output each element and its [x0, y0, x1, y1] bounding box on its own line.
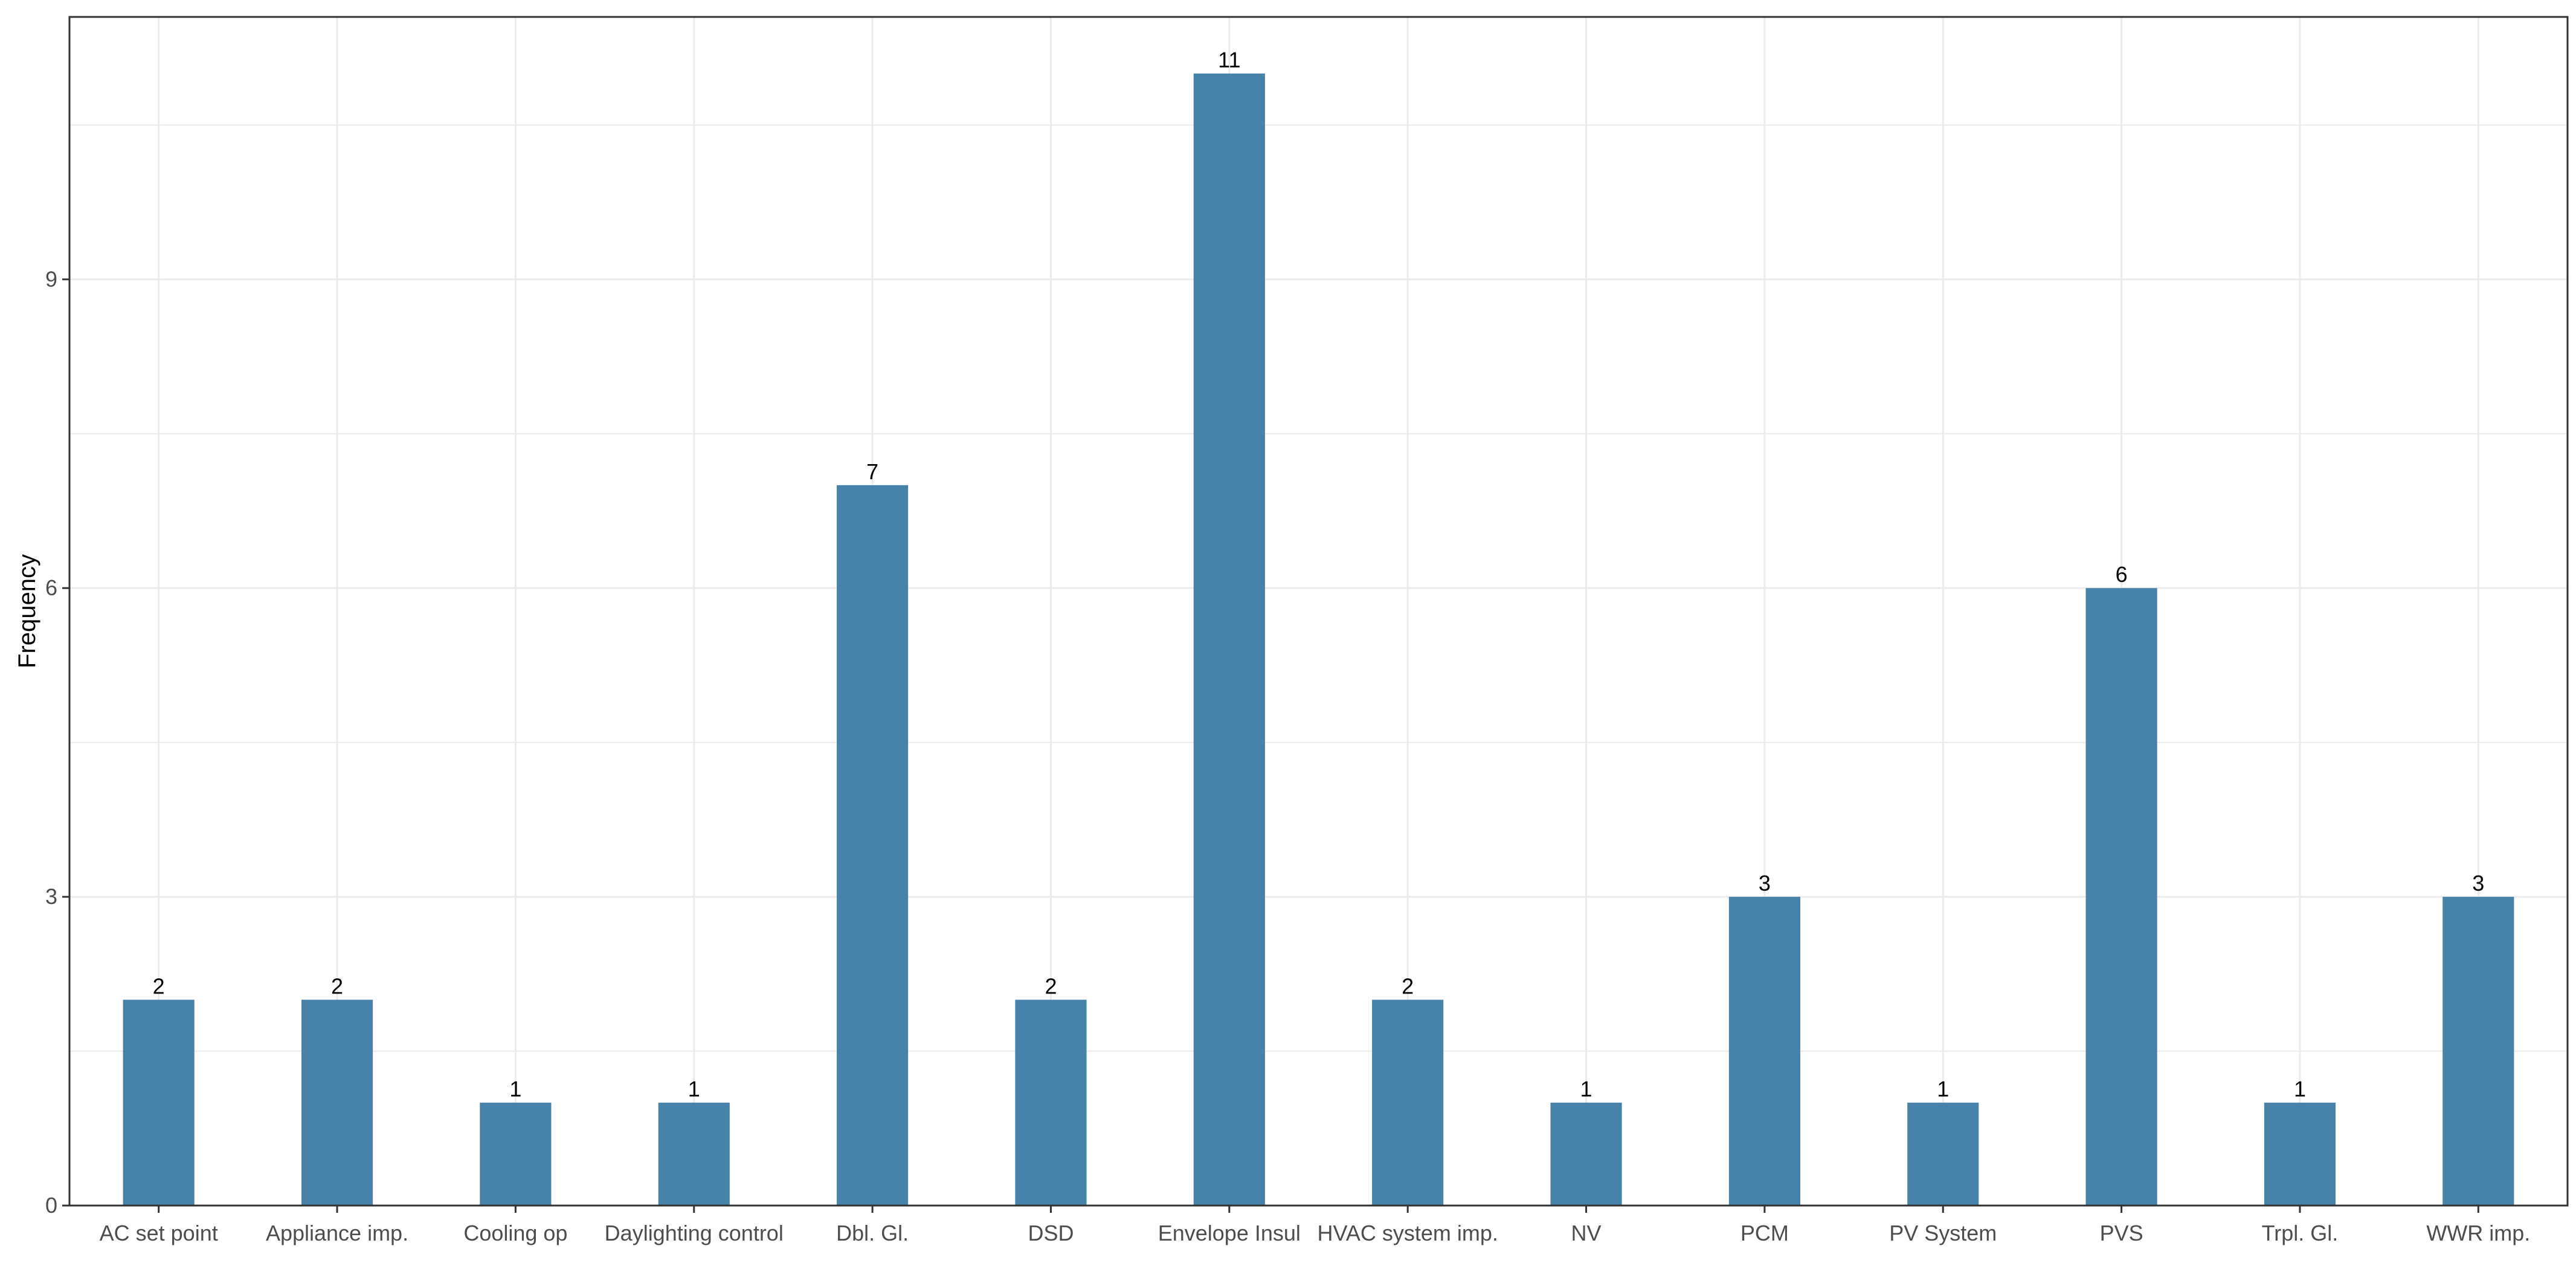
bar [1728, 897, 1800, 1206]
bar [1015, 999, 1087, 1206]
x-tick-label: WWR imp. [2426, 1221, 2530, 1245]
bar [837, 485, 909, 1206]
x-tick-label: Daylighting control [605, 1221, 784, 1245]
data-label: 2 [331, 974, 343, 998]
bar [301, 999, 373, 1206]
data-label: 1 [2294, 1077, 2306, 1102]
bar [658, 1102, 730, 1206]
data-label: 2 [1402, 974, 1414, 998]
data-label: 6 [2116, 562, 2128, 587]
data-label: 2 [153, 974, 165, 998]
x-tick-label: NV [1571, 1221, 1602, 1245]
x-tick-label: Cooling op [463, 1221, 567, 1245]
x-tick-label: PCM [1740, 1221, 1789, 1245]
y-tick-label: 3 [45, 884, 57, 909]
data-label: 11 [1218, 48, 1240, 73]
data-label: 1 [688, 1077, 700, 1102]
bar [123, 999, 195, 1206]
panel-border [68, 16, 2569, 1207]
x-tick-label: DSD [1028, 1221, 1074, 1245]
bar [2085, 588, 2157, 1206]
y-tick-label: 0 [45, 1193, 57, 1218]
bar [1550, 1102, 1622, 1206]
x-tick-label: Appliance imp. [266, 1221, 408, 1245]
x-tick-label: Trpl. Gl. [2262, 1221, 2339, 1245]
data-label: 7 [866, 459, 878, 484]
data-label: 1 [1580, 1077, 1592, 1102]
bar [480, 1102, 552, 1206]
bar [2442, 897, 2514, 1206]
x-tick-label: PV System [1889, 1221, 1997, 1245]
bar [1372, 999, 1444, 1206]
x-tick-label: Envelope Insul [1158, 1221, 1301, 1245]
x-tick-label: AC set point [100, 1221, 218, 1245]
x-tick-label: HVAC system imp. [1317, 1221, 1498, 1245]
x-tick-label: Dbl. Gl. [836, 1221, 909, 1245]
y-tick-label: 6 [45, 575, 57, 600]
axes: 0 3 6 9 AC set point Appliance imp. Cooling op… [45, 266, 2530, 1245]
bar [1907, 1102, 1979, 1206]
x-tick-label: PVS [2100, 1221, 2143, 1245]
bar [2264, 1102, 2336, 1206]
bars [123, 73, 2514, 1206]
data-label: 1 [1937, 1077, 1949, 1102]
data-label: 3 [2472, 871, 2484, 896]
y-axis-title: Frequency [14, 554, 40, 668]
data-label: 1 [509, 1077, 521, 1102]
data-label: 3 [1759, 871, 1771, 896]
bar [1193, 73, 1265, 1206]
y-tick-label: 9 [45, 266, 57, 291]
data-label: 2 [1045, 974, 1057, 998]
